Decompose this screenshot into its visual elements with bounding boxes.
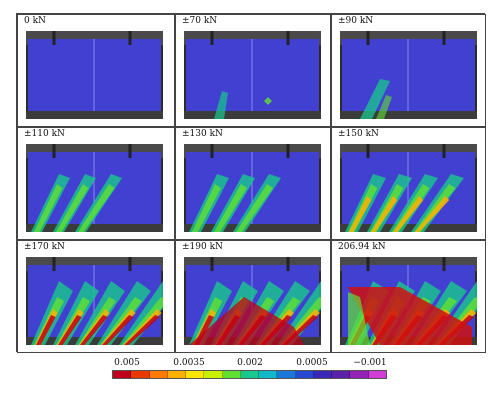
scale-tick: 0.005 [114, 358, 140, 368]
load-label: ±130 kN [182, 129, 223, 139]
strain-contour-image [26, 144, 163, 232]
load-label: 206.94 kN [338, 242, 386, 252]
color-bar-swatch [149, 371, 168, 378]
scale-tick: 0.0035 [173, 358, 205, 368]
strain-contour-image [184, 257, 321, 345]
strain-contour-image [340, 31, 477, 119]
strain-contour-image [340, 257, 477, 345]
strain-panel: ±70 kN [175, 14, 331, 127]
color-bar-swatch [259, 371, 278, 378]
color-bar [112, 370, 387, 379]
strain-contour-image [184, 144, 321, 232]
color-bar-swatch [295, 371, 314, 378]
color-bar-swatch [167, 371, 187, 378]
strain-contour-grid: 0 kN ±70 kN ±90 kN ±110 kN ±130 kN ±150 kN ±17… [16, 13, 486, 353]
color-bar-swatch [240, 371, 260, 378]
load-label: ±190 kN [182, 242, 223, 252]
strain-color-scale: 0.005 0.0035 0.002 0.0005 −0.001 [0, 358, 500, 398]
load-label: ±170 kN [24, 242, 65, 252]
strain-contour-image [184, 31, 321, 119]
color-bar-swatch [222, 371, 241, 378]
strain-panel: ±150 kN [331, 127, 486, 240]
strain-contour-image [26, 31, 163, 119]
strain-contour-image [26, 257, 163, 345]
load-label: ±70 kN [182, 16, 218, 26]
color-bar-swatch [313, 371, 333, 378]
strain-panel: ±90 kN [331, 14, 486, 127]
scale-tick: 0.002 [237, 358, 263, 368]
color-bar-swatch [332, 371, 351, 378]
color-bar-swatch [350, 371, 369, 378]
color-bar-swatch [113, 371, 132, 378]
color-bar-swatch [277, 371, 296, 378]
load-label: ±90 kN [338, 16, 374, 26]
color-bar-swatch [368, 371, 386, 378]
strain-panel: 206.94 kN [331, 240, 486, 353]
scale-tick: −0.001 [353, 358, 387, 368]
strain-panel: ±170 kN [17, 240, 175, 353]
strain-panel: ±130 kN [175, 127, 331, 240]
color-bar-swatch [186, 371, 205, 378]
load-label: 0 kN [24, 16, 46, 26]
strain-contour-image [340, 144, 477, 232]
load-label: ±110 kN [24, 129, 65, 139]
color-bar-swatch [204, 371, 223, 378]
strain-panel: ±110 kN [17, 127, 175, 240]
strain-panel: ±190 kN [175, 240, 331, 353]
color-bar-swatch [131, 371, 150, 378]
load-label: ±150 kN [338, 129, 379, 139]
scale-tick: 0.0005 [296, 358, 328, 368]
strain-panel: 0 kN [17, 14, 175, 127]
